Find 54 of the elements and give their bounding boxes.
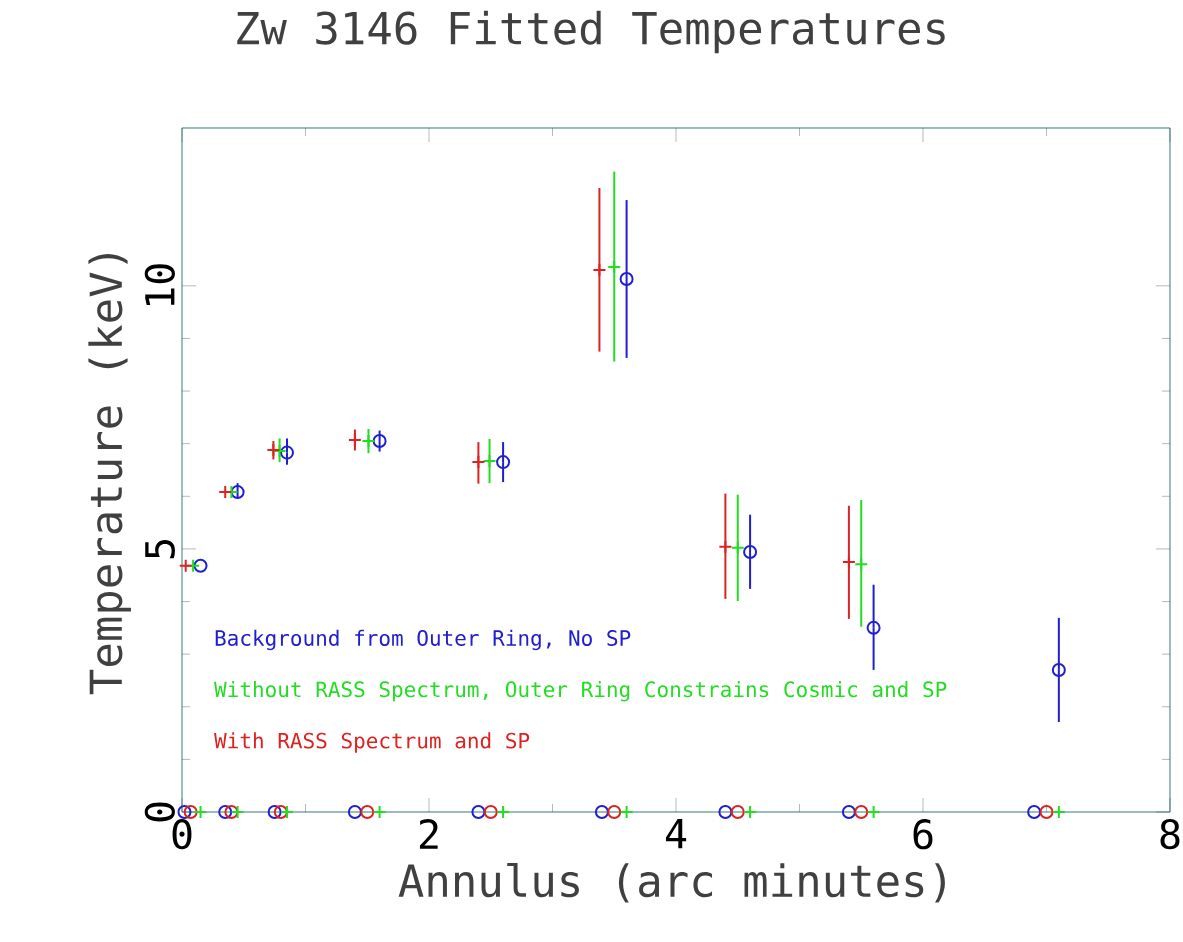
point [841, 804, 856, 819]
point [193, 804, 208, 819]
point [619, 804, 634, 819]
point [607, 804, 622, 819]
x-tick-label: 4 [665, 819, 687, 849]
point [279, 445, 294, 460]
point [730, 540, 745, 555]
point [483, 804, 498, 819]
point [218, 804, 233, 819]
text: Background from Outer Ring, No SP [215, 629, 631, 651]
point [1051, 662, 1066, 677]
point [854, 804, 869, 819]
point [230, 804, 245, 819]
point [279, 804, 294, 819]
point [360, 804, 375, 819]
text: Without RASS Spectrum, Outer Ring Constrains Cosmic and SP [214, 681, 947, 702]
point [743, 804, 758, 819]
point [224, 804, 239, 819]
point [607, 259, 622, 274]
x-tick-label: 2 [419, 819, 438, 849]
point [193, 558, 208, 573]
point [1027, 804, 1042, 819]
y-axis-title: Temperature (keV) [88, 254, 131, 695]
point [866, 620, 881, 635]
x-tick-label: 6 [913, 819, 933, 850]
point [178, 558, 193, 573]
point [730, 804, 745, 819]
point [273, 804, 288, 819]
y-tick-label: 10 [144, 264, 175, 306]
point [496, 455, 511, 470]
point [267, 804, 282, 819]
point [496, 804, 511, 819]
point [718, 804, 733, 819]
point [594, 804, 609, 819]
point [347, 804, 362, 819]
point [372, 434, 387, 449]
text: With RASS Spectrum and SP [214, 732, 530, 753]
point [854, 557, 869, 572]
point [743, 545, 758, 560]
point [183, 804, 198, 819]
x-axis-title: Annulus (arc minutes) [398, 863, 945, 903]
point [177, 804, 192, 819]
point [482, 454, 497, 469]
point [471, 804, 486, 819]
point [866, 804, 881, 819]
point [372, 804, 387, 819]
point [1039, 804, 1054, 819]
point [1051, 804, 1066, 819]
point [619, 271, 634, 286]
point [361, 434, 376, 449]
y-tick-label: 5 [145, 540, 175, 559]
chart-title: Zw 3146 Fitted Temperatures [237, 10, 945, 54]
x-tick-label: 8 [1160, 819, 1180, 850]
point [230, 485, 245, 500]
